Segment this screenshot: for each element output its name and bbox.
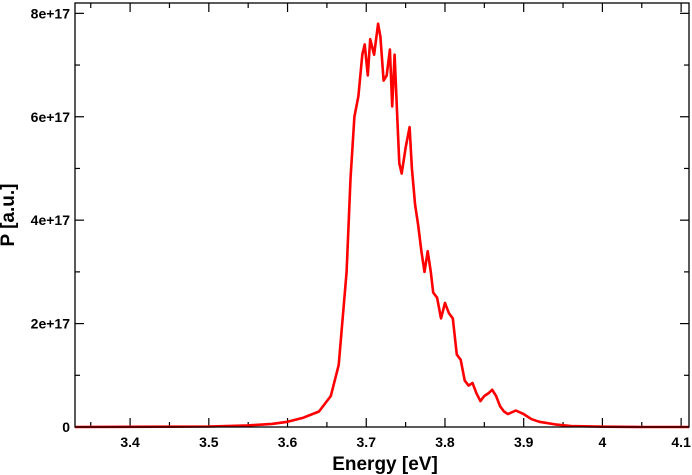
series-line	[74, 22, 689, 429]
x-tick-label: 3.7	[357, 434, 377, 450]
x-tick-label: 3.9	[514, 434, 534, 450]
x-tick-label: 3.6	[278, 434, 298, 450]
tick-labels-layer: 3.4 3.5 3.6 3.7 3.8 3.9 4 4.1 0 2e+17 4e+17 6e+17 8e…	[31, 5, 691, 450]
y-tick-label: 0	[62, 419, 70, 435]
x-axis-title: Energy [eV]	[332, 454, 438, 475]
x-tick-label: 4	[599, 434, 607, 450]
x-tick-label: 3.8	[435, 434, 455, 450]
x-tick-label: 3.5	[199, 434, 219, 450]
x-tick-label: 3.4	[120, 434, 140, 450]
ticks-layer	[75, 3, 689, 428]
y-tick-label: 6e+17	[31, 109, 71, 125]
y-axis-title: P [a.u.]	[0, 184, 19, 247]
y-tick-label: 4e+17	[31, 212, 71, 228]
x-tick-label: 4.1	[671, 434, 691, 450]
plot-frame	[74, 2, 690, 428]
y-tick-label: 2e+17	[31, 316, 71, 332]
y-tick-label: 8e+17	[31, 5, 71, 21]
